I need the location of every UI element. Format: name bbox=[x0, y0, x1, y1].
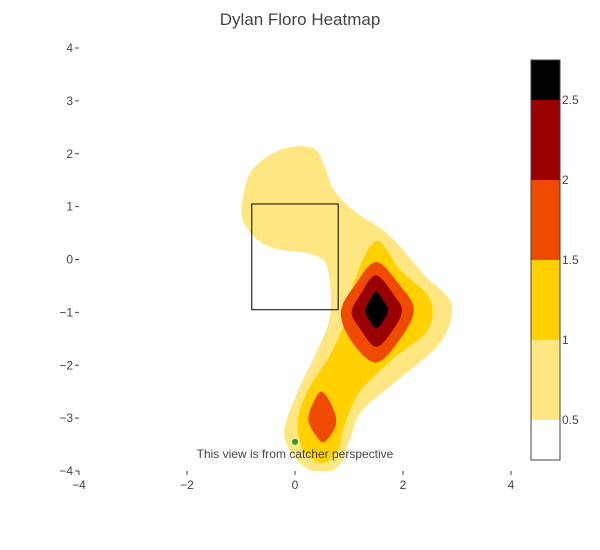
y-tick-label: 3 bbox=[66, 94, 73, 108]
x-tick-label: 0 bbox=[292, 478, 299, 492]
y-tick-label: 1 bbox=[66, 200, 73, 214]
colorbar-tick-label: 2.5 bbox=[562, 93, 579, 107]
strike-zone-layer bbox=[251, 203, 339, 311]
y-tick-label: −3 bbox=[59, 411, 73, 425]
y-tick-label: 2 bbox=[66, 147, 73, 161]
x-tick-label: −2 bbox=[180, 478, 194, 492]
colorbar-tick-label: 0.5 bbox=[562, 413, 579, 427]
colorbar-segment bbox=[531, 260, 560, 340]
y-tick-label: 4 bbox=[66, 41, 73, 55]
colorbar-tick-label: 1.5 bbox=[562, 253, 579, 267]
strike-zone-box bbox=[251, 203, 339, 311]
perspective-annotation: This view is from catcher perspective bbox=[197, 447, 394, 461]
contour-band-2.5 bbox=[365, 291, 388, 329]
x-tick-label: 2 bbox=[400, 478, 407, 492]
y-tick-label: 0 bbox=[66, 253, 73, 267]
y-tick-label: −4 bbox=[59, 464, 73, 478]
annotation-layer: This view is from catcher perspective bbox=[197, 447, 394, 461]
density-contours bbox=[241, 146, 453, 471]
colorbar-outline bbox=[530, 59, 561, 461]
marker-layer bbox=[292, 438, 298, 445]
colorbar-segment bbox=[531, 340, 560, 420]
y-tick-label: −2 bbox=[59, 358, 73, 372]
contour-band-1.5-lower bbox=[308, 391, 337, 443]
colorbar-segment bbox=[531, 180, 560, 260]
colorbar-tick-label: 2 bbox=[562, 173, 569, 187]
y-tick-label: −1 bbox=[59, 305, 73, 319]
x-tick-label: 4 bbox=[508, 478, 515, 492]
colorbar-segment bbox=[531, 420, 560, 460]
colorbar: 0.5 1 1.5 2 2.5 bbox=[530, 59, 579, 461]
axes: −4 −3 −2 −1 0 1 2 3 4 −4 −2 0 2 4 bbox=[59, 41, 514, 492]
chart-title: Dylan Floro Heatmap bbox=[220, 10, 381, 29]
colorbar-tick-label: 1 bbox=[562, 333, 569, 347]
colorbar-segment bbox=[531, 100, 560, 180]
marker-point bbox=[292, 438, 298, 445]
colorbar-segment bbox=[531, 60, 560, 100]
x-tick-label: −4 bbox=[72, 478, 86, 492]
